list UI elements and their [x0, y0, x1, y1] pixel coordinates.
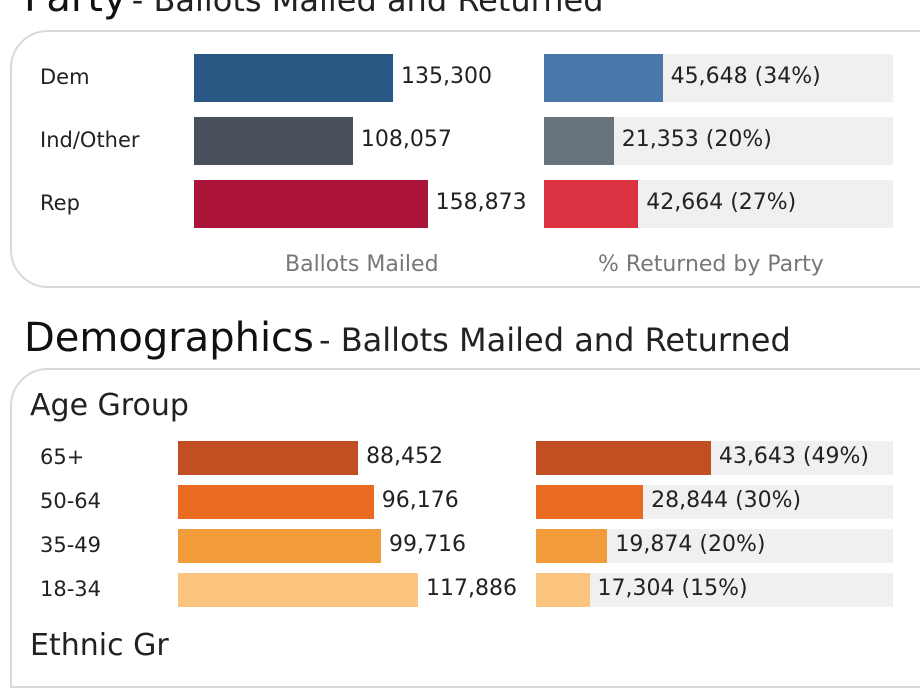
party-axis-mailed: Ballots Mailed [285, 252, 439, 277]
age-group-heading: Age Group [30, 388, 189, 423]
category-label: 50-64 [40, 489, 102, 513]
returned-value-label: 19,874 (20%) [615, 532, 766, 557]
category-label: Rep [40, 191, 80, 215]
mailed-bar [194, 54, 393, 102]
mailed-bar [178, 529, 381, 563]
mailed-bar [194, 117, 353, 165]
mailed-value-label: 108,057 [360, 127, 452, 152]
returned-value-label: 43,643 (49%) [718, 444, 869, 469]
returned-value-label: 42,664 (27%) [646, 190, 797, 215]
mailed-value-label: 135,300 [401, 64, 492, 89]
mailed-value-label: 158,873 [435, 190, 527, 215]
party-axis-returned: % Returned by Party [598, 252, 824, 277]
party-title-separator: - [131, 0, 154, 19]
mailed-bar [178, 573, 418, 607]
demographics-title-separator: - [318, 321, 341, 359]
category-label: Dem [40, 65, 90, 89]
category-label: 65+ [40, 445, 85, 469]
returned-bar [536, 485, 644, 519]
demographics-heading: Demographics - Ballots Mailed and Return… [24, 318, 791, 358]
mailed-value-label: 88,452 [366, 444, 444, 469]
category-label: Ind/Other [40, 128, 140, 152]
returned-bar [536, 529, 608, 563]
party-title: Party [24, 0, 127, 21]
demographics-title: Demographics [24, 315, 314, 361]
returned-track [536, 573, 893, 607]
returned-bar [544, 54, 663, 102]
mailed-bar [178, 485, 374, 519]
demographics-subtitle: Ballots Mailed and Returned [340, 321, 791, 359]
category-label: 35-49 [40, 533, 102, 557]
returned-value-label: 45,648 (34%) [670, 64, 821, 89]
returned-value-label: 28,844 (30%) [651, 488, 802, 513]
ethnic-group-heading: Ethnic Gr [30, 628, 169, 663]
returned-bar [544, 117, 614, 165]
party-heading: Party - Ballots Mailed and Returned [24, 0, 604, 18]
category-label: 18-34 [40, 577, 102, 601]
returned-value-label: 21,353 (20%) [621, 127, 772, 152]
party-subtitle: Ballots Mailed and Returned [153, 0, 604, 19]
returned-bar [536, 573, 590, 607]
mailed-value-label: 117,886 [426, 576, 517, 601]
party-panel [10, 30, 920, 288]
mailed-bar [194, 180, 428, 228]
returned-bar [536, 441, 711, 475]
mailed-bar [178, 441, 359, 475]
mailed-value-label: 96,176 [381, 488, 459, 513]
mailed-value-label: 99,716 [389, 532, 466, 557]
returned-bar [544, 180, 639, 228]
returned-value-label: 17,304 (15%) [597, 576, 748, 601]
